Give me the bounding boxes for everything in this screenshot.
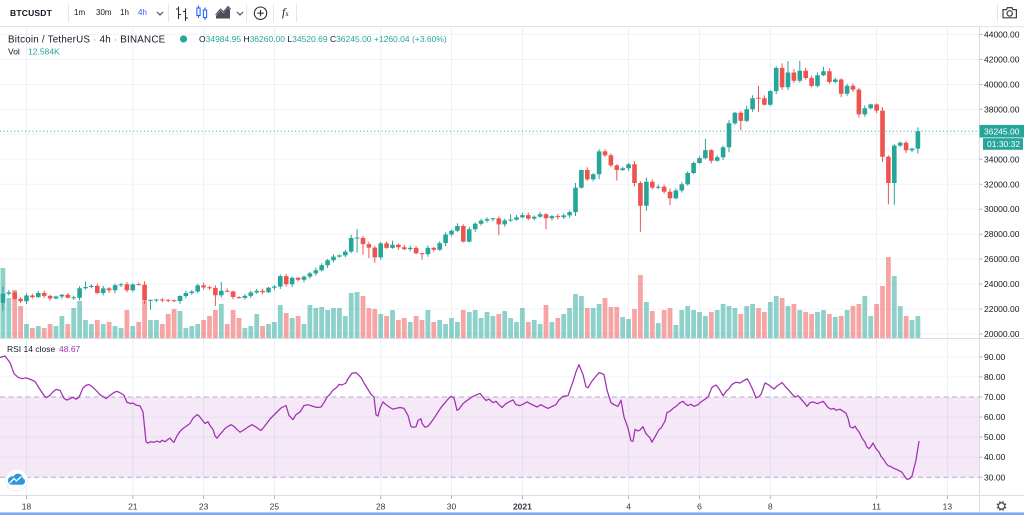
svg-text:34000.00: 34000.00 bbox=[984, 154, 1020, 164]
svg-text:22000.00: 22000.00 bbox=[984, 304, 1020, 314]
svg-text:40.00: 40.00 bbox=[984, 452, 1006, 462]
svg-text:60.00: 60.00 bbox=[984, 412, 1006, 422]
svg-text:25: 25 bbox=[270, 502, 280, 512]
svg-text:28000.00: 28000.00 bbox=[984, 229, 1020, 239]
svg-text:28: 28 bbox=[376, 502, 386, 512]
svg-text:Bitcoin / TetherUS · 4h · BINA: Bitcoin / TetherUS · 4h · BINANCE bbox=[8, 35, 166, 46]
svg-text:32000.00: 32000.00 bbox=[984, 179, 1020, 189]
svg-text:48.67: 48.67 bbox=[59, 344, 81, 354]
svg-text:8: 8 bbox=[768, 502, 773, 512]
svg-text:70.00: 70.00 bbox=[984, 392, 1006, 402]
svg-text:11: 11 bbox=[872, 502, 881, 512]
svg-text:2021: 2021 bbox=[513, 502, 532, 512]
svg-text:24000.00: 24000.00 bbox=[984, 279, 1020, 289]
svg-text:40000.00: 40000.00 bbox=[984, 80, 1020, 90]
svg-text:Vol: Vol bbox=[8, 47, 20, 57]
svg-text:30: 30 bbox=[447, 502, 457, 512]
svg-text:18: 18 bbox=[22, 502, 32, 512]
svg-text:21: 21 bbox=[128, 502, 138, 512]
svg-text:13: 13 bbox=[943, 502, 953, 512]
svg-text:80.00: 80.00 bbox=[984, 372, 1006, 382]
svg-text:01:30:32: 01:30:32 bbox=[987, 139, 1020, 149]
svg-text:6: 6 bbox=[697, 502, 702, 512]
svg-text:44000.00: 44000.00 bbox=[984, 30, 1020, 40]
svg-text:38000.00: 38000.00 bbox=[984, 104, 1020, 114]
svg-text:26000.00: 26000.00 bbox=[984, 254, 1020, 264]
svg-text:12.584K: 12.584K bbox=[28, 47, 60, 57]
svg-text:23: 23 bbox=[199, 502, 209, 512]
svg-text:36245.00: 36245.00 bbox=[984, 126, 1020, 136]
svg-text:O34984.95 H36260.00 L34520.69: O34984.95 H36260.00 L34520.69 C36245.00 … bbox=[199, 34, 447, 44]
svg-text:42000.00: 42000.00 bbox=[984, 55, 1020, 65]
svg-text:20000.00: 20000.00 bbox=[984, 329, 1020, 339]
svg-text:4: 4 bbox=[626, 502, 631, 512]
svg-text:RSI 14 close: RSI 14 close bbox=[7, 344, 55, 354]
svg-text:30.00: 30.00 bbox=[984, 472, 1006, 482]
svg-text:50.00: 50.00 bbox=[984, 432, 1006, 442]
svg-text:30000.00: 30000.00 bbox=[984, 204, 1020, 214]
svg-text:90.00: 90.00 bbox=[984, 352, 1006, 362]
